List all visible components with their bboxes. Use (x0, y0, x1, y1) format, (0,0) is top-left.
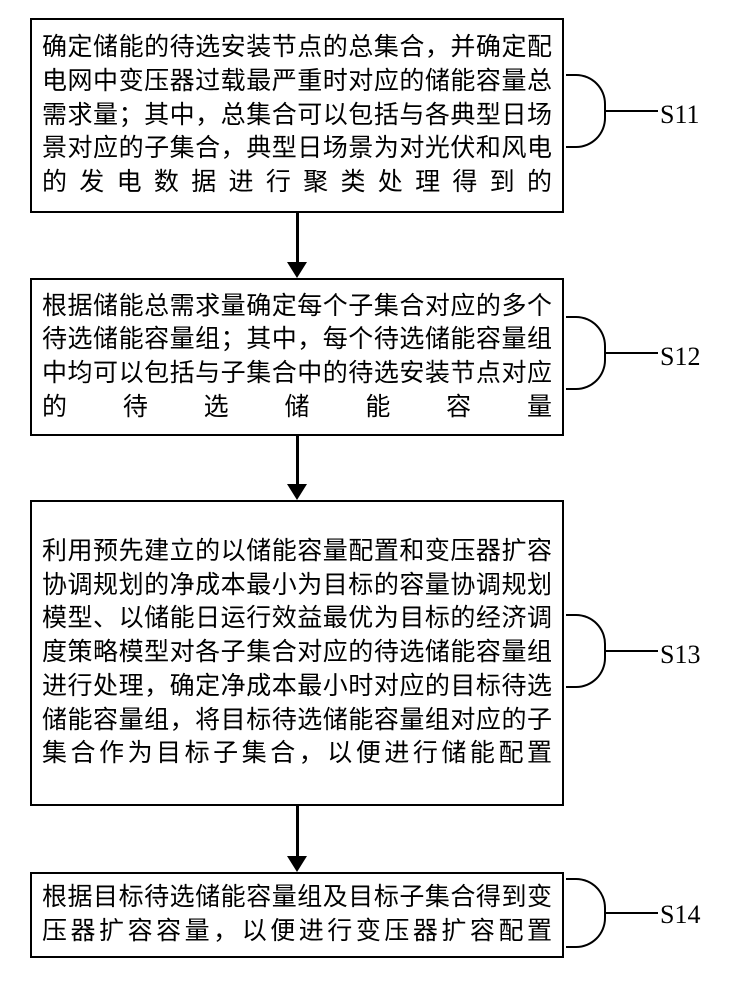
flowchart-canvas: 确定储能的待选安装节点的总集合，并确定配电网中变压器过载最严重时对应的储能容量总… (0, 0, 738, 1000)
label-stub-s12 (604, 352, 658, 354)
step-box-s11: 确定储能的待选安装节点的总集合，并确定配电网中变压器过载最严重时对应的储能容量总… (30, 18, 564, 213)
step-label-s13: S13 (660, 640, 700, 670)
label-bracket-s12 (566, 316, 606, 390)
step-text: 利用预先建立的以储能容量配置和变压器扩容协调规划的净成本最小为目标的容量协调规划… (42, 538, 552, 768)
step-text: 根据储能总需求量确定每个子集合对应的多个待选储能容量组；其中，每个待选储能容量组… (42, 293, 552, 421)
arrow-s11-s12-line (296, 213, 299, 262)
arrow-s12-s13-line (296, 436, 299, 484)
label-bracket-s13 (566, 614, 606, 688)
arrow-s11-s12-head (287, 262, 307, 278)
label-stub-s14 (604, 912, 658, 914)
step-box-s13: 利用预先建立的以储能容量配置和变压器扩容协调规划的净成本最小为目标的容量协调规划… (30, 500, 564, 806)
step-text: 根据目标待选储能容量组及目标子集合得到变压器扩容容量，以便进行变压器扩容配置 (42, 884, 552, 945)
step-box-s12: 根据储能总需求量确定每个子集合对应的多个待选储能容量组；其中，每个待选储能容量组… (30, 278, 564, 436)
step-label-s11: S11 (660, 100, 700, 130)
label-bracket-s14 (566, 878, 606, 948)
arrow-s13-s14-head (287, 856, 307, 872)
step-label-s12: S12 (660, 342, 700, 372)
arrow-s12-s13-head (287, 484, 307, 500)
step-label-s14: S14 (660, 900, 700, 930)
label-bracket-s11 (566, 74, 606, 148)
arrow-s13-s14-line (296, 806, 299, 856)
step-box-s14: 根据目标待选储能容量组及目标子集合得到变压器扩容容量，以便进行变压器扩容配置 (30, 872, 564, 958)
label-stub-s13 (604, 650, 658, 652)
label-stub-s11 (604, 110, 658, 112)
step-text: 确定储能的待选安装节点的总集合，并确定配电网中变压器过载最严重时对应的储能容量总… (42, 34, 552, 196)
